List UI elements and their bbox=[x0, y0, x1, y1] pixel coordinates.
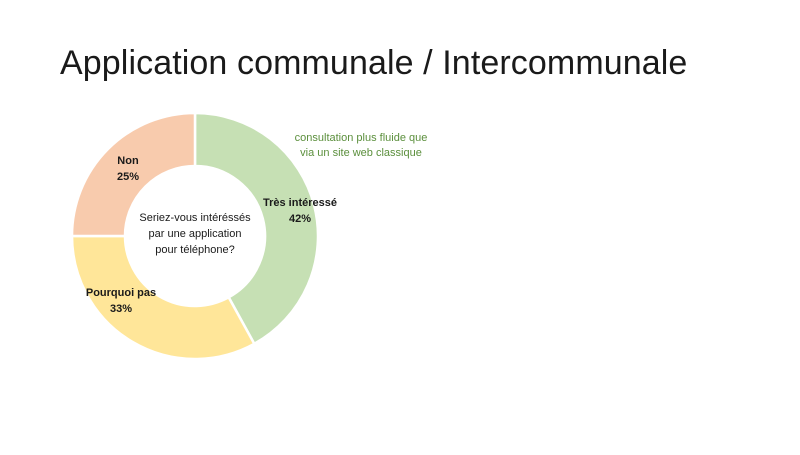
slice-pourquoi-pas bbox=[70, 234, 256, 361]
slice-value-pourquoi-pas: 33% bbox=[110, 303, 132, 315]
slice-label-tres-interesse: Très intéressé bbox=[263, 197, 337, 209]
center-text-line-1: Seriez-vous intéréssés bbox=[139, 212, 251, 224]
slice-tres-interesse bbox=[193, 111, 320, 346]
slice-label-pourquoi-pas: Pourquoi pas bbox=[86, 287, 156, 299]
center-text-line-2: par une application bbox=[149, 228, 242, 240]
annotation-line-1: consultation plus fluide que bbox=[294, 132, 428, 144]
slice-label-non: Non bbox=[117, 155, 139, 167]
slice-non bbox=[70, 111, 197, 238]
annotation-line-2: via un site web classique bbox=[300, 147, 422, 159]
center-text-line-3: pour téléphone? bbox=[155, 244, 235, 256]
slice-value-non: 25% bbox=[117, 171, 139, 183]
slice-value-tres-interesse: 42% bbox=[289, 213, 311, 225]
slide-title: Application communale / Intercommunale bbox=[60, 44, 688, 82]
annotation-note: consultation plus fluide que via un site… bbox=[276, 131, 446, 161]
